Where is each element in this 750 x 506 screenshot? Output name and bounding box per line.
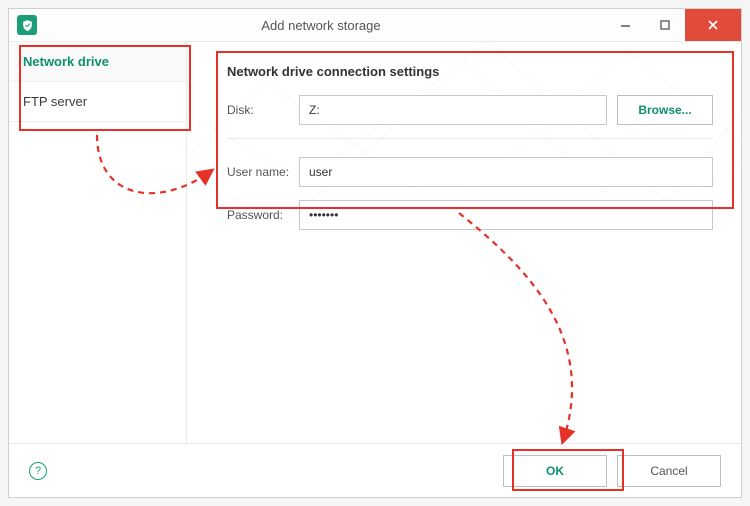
window-body: Network drive FTP server Network drive c…: [9, 42, 741, 443]
sidebar-item-label: FTP server: [23, 94, 87, 109]
help-icon[interactable]: ?: [29, 462, 47, 480]
close-icon: [707, 19, 719, 31]
username-input[interactable]: [299, 157, 713, 187]
main-panel: Network drive connection settings Disk: …: [187, 42, 741, 443]
close-button[interactable]: [685, 9, 741, 41]
username-row: User name:: [227, 157, 713, 187]
sidebar-item-label: Network drive: [23, 54, 109, 69]
footer: ? OK Cancel: [9, 443, 741, 497]
add-network-storage-window: Add network storage Network drive FTP se…: [9, 9, 741, 497]
password-label: Password:: [227, 208, 299, 222]
sidebar-item-network-drive[interactable]: Network drive: [9, 42, 186, 82]
cancel-button[interactable]: Cancel: [617, 455, 721, 487]
disk-label: Disk:: [227, 103, 299, 117]
window-title: Add network storage: [37, 18, 605, 33]
app-shield-icon: [17, 15, 37, 35]
maximize-icon: [660, 20, 670, 30]
maximize-button[interactable]: [645, 9, 685, 41]
username-label: User name:: [227, 165, 299, 179]
minimize-button[interactable]: [605, 9, 645, 41]
section-title: Network drive connection settings: [227, 64, 713, 79]
disk-input[interactable]: [299, 95, 607, 125]
titlebar: Add network storage: [9, 9, 741, 42]
password-row: Password:: [227, 200, 713, 230]
sidebar: Network drive FTP server: [9, 42, 187, 443]
form-divider: [227, 138, 713, 139]
password-input[interactable]: [299, 200, 713, 230]
ok-button[interactable]: OK: [503, 455, 607, 487]
sidebar-item-ftp-server[interactable]: FTP server: [9, 82, 186, 122]
disk-row: Disk: Browse...: [227, 95, 713, 125]
browse-button[interactable]: Browse...: [617, 95, 713, 125]
window-controls: [605, 9, 741, 41]
minimize-icon: [620, 20, 631, 31]
